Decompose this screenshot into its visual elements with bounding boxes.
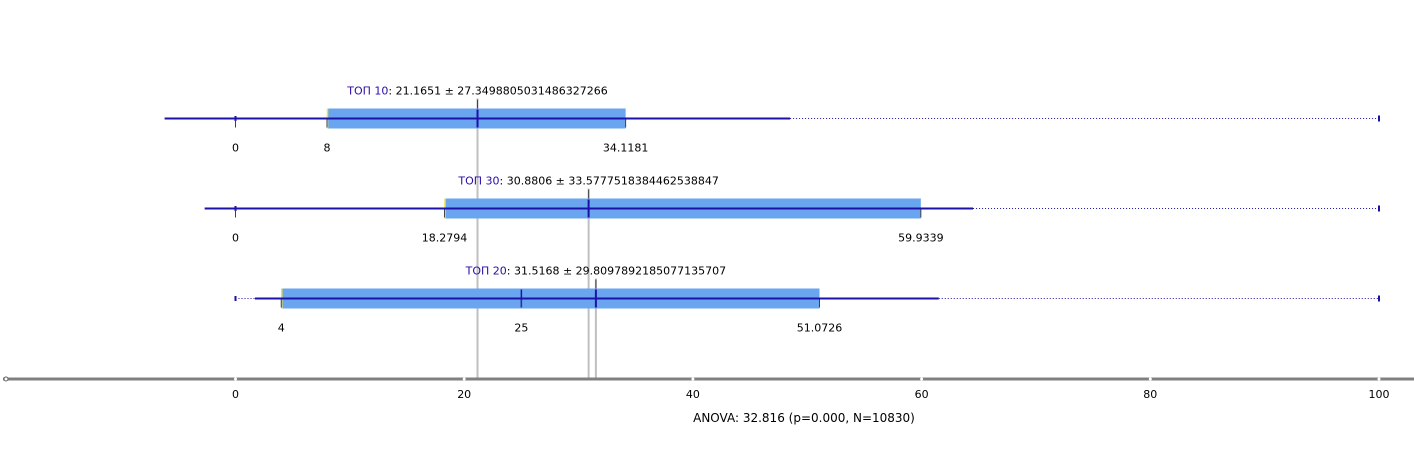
group-stat: : 31.5168 ± 29.8097892185077135707 bbox=[507, 265, 726, 278]
x-tick-label: 100 bbox=[1369, 388, 1390, 401]
x-tick-label: 0 bbox=[232, 388, 239, 401]
x-tick-marker bbox=[234, 377, 237, 381]
group-name: ТОП 10 bbox=[346, 85, 388, 98]
group-stat: : 21.1651 ± 27.3498805031486327266 bbox=[388, 85, 607, 98]
group-label: ТОП 10: 21.1651 ± 27.3498805031486327266 bbox=[346, 85, 608, 98]
x-tick-marker bbox=[920, 377, 924, 381]
x-tick-marker bbox=[462, 377, 466, 381]
x-tick-label: 20 bbox=[457, 388, 471, 401]
x-tick-label: 60 bbox=[915, 388, 929, 401]
group-name: ТОП 20 bbox=[465, 265, 507, 278]
value-label: 18.2794 bbox=[422, 232, 468, 245]
value-label: 0 bbox=[232, 232, 239, 245]
value-label: 51.0726 bbox=[797, 322, 843, 335]
min-endpoint bbox=[234, 116, 237, 121]
value-label: 0 bbox=[232, 142, 239, 155]
group-label: ТОП 30: 30.8806 ± 33.5777518384462538847 bbox=[457, 175, 719, 188]
group-name: ТОП 30 bbox=[457, 175, 499, 188]
max-endpoint bbox=[1378, 205, 1380, 212]
group-stat: : 30.8806 ± 33.5777518384462538847 bbox=[500, 175, 719, 188]
x-tick-marker bbox=[1148, 377, 1152, 381]
min-endpoint bbox=[234, 206, 237, 211]
min-endpoint bbox=[234, 296, 237, 301]
value-label: 8 bbox=[323, 142, 330, 155]
x-tick-marker bbox=[691, 377, 695, 381]
anova-summary: ANOVA: 32.816 (p=0.000, N=10830) bbox=[693, 411, 915, 425]
axis-start-marker bbox=[3, 376, 9, 382]
x-tick-label: 40 bbox=[686, 388, 700, 401]
group-label: ТОП 20: 31.5168 ± 29.8097892185077135707 bbox=[465, 265, 727, 278]
max-endpoint bbox=[1378, 115, 1380, 122]
value-label: 34.1181 bbox=[603, 142, 649, 155]
max-endpoint bbox=[1378, 295, 1380, 302]
x-tick-marker bbox=[1377, 377, 1381, 381]
value-label: 4 bbox=[278, 322, 285, 335]
value-label: 25 bbox=[514, 322, 528, 335]
value-label: 59.9339 bbox=[898, 232, 944, 245]
x-tick-label: 80 bbox=[1143, 388, 1157, 401]
